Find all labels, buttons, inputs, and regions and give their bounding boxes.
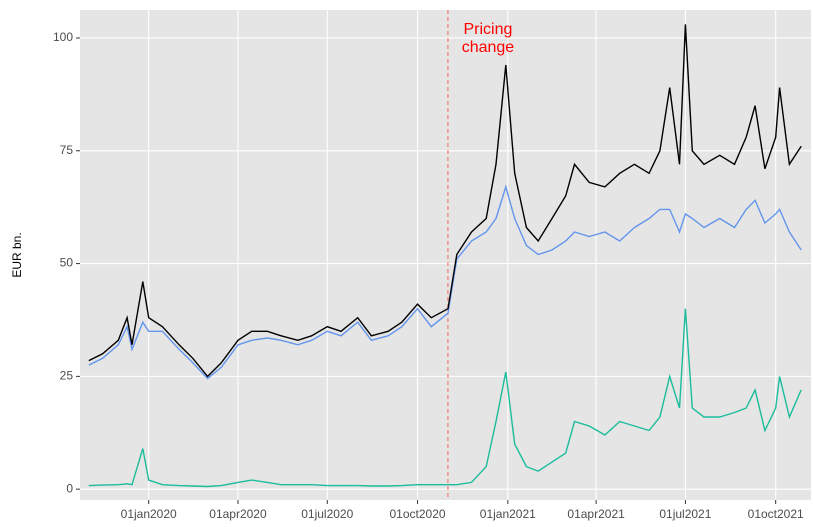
x-tick-label: 01jan2021 [480,507,536,521]
y-tick-label: 0 [66,481,73,495]
x-tick-label: 01jul2020 [301,507,353,521]
series-line [88,308,802,488]
y-axis-label: EUR bn. [10,232,24,277]
x-tick-label: 01oct2021 [748,507,804,521]
annotation-text: Pricing [463,21,512,38]
panel [80,10,811,500]
x-tick-label: 01apr2020 [209,507,267,521]
y-tick-label: 75 [60,143,74,157]
x-tick-label: 01apr2021 [567,507,625,521]
x-tick-label: 01jul2021 [659,507,711,521]
series-line [88,184,802,380]
annotation-text: change [462,39,515,56]
series-line [88,24,802,378]
x-tick-label: 01oct2020 [390,507,446,521]
y-tick-label: 25 [60,369,74,383]
y-tick-label: 100 [53,30,73,44]
y-tick-label: 50 [60,256,74,270]
x-tick-label: 01jan2020 [121,507,177,521]
